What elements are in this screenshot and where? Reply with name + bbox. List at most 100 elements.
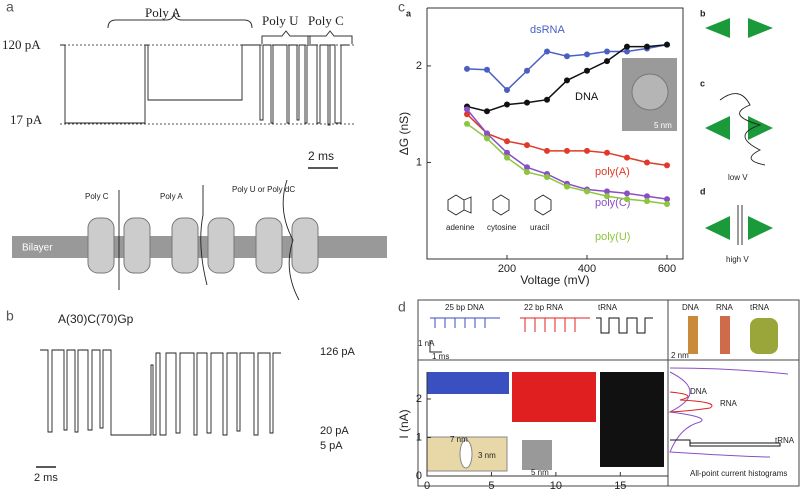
channels xyxy=(87,217,319,274)
data-point xyxy=(644,43,650,50)
data-point xyxy=(484,130,490,137)
base-name: adenine xyxy=(446,223,475,232)
data-point xyxy=(584,188,590,195)
legend-label: dsRNA xyxy=(530,24,566,36)
x-axis-label: Voltage (mV) xyxy=(520,273,589,287)
data-point xyxy=(624,48,630,55)
data-point xyxy=(524,99,530,106)
data-point xyxy=(524,142,530,149)
data-point xyxy=(604,188,610,195)
data-point xyxy=(564,53,570,60)
level-label: 17 pA xyxy=(10,112,43,127)
data-point xyxy=(624,190,630,197)
y-tick-label: 0 xyxy=(416,470,422,482)
data-point xyxy=(604,58,610,65)
data-point xyxy=(464,106,470,113)
x-tick-label: 0 xyxy=(424,480,430,490)
trace-label: tRNA xyxy=(598,303,618,312)
pore-cone xyxy=(705,18,773,38)
level-label: 120 pA xyxy=(2,37,41,52)
data-point xyxy=(624,196,630,203)
coil xyxy=(719,93,766,166)
trace-label: 22 bp RNA xyxy=(524,303,564,312)
scale-bar xyxy=(429,340,442,353)
data-point xyxy=(524,169,530,176)
structure-label: RNA xyxy=(716,303,734,312)
tem-scale: 5 nm xyxy=(654,121,672,130)
pore-dim: 3 nm xyxy=(478,451,496,460)
y-tick-label: 2 xyxy=(416,60,422,72)
event-trace xyxy=(596,317,653,334)
data-point xyxy=(504,149,510,156)
legend-label: DNA xyxy=(575,91,599,103)
brace xyxy=(107,11,253,29)
structure xyxy=(750,318,778,354)
current-trace xyxy=(60,44,349,126)
data-point xyxy=(544,48,550,55)
data-point xyxy=(664,196,670,203)
legend-label: poly(U) xyxy=(595,231,630,243)
data-point xyxy=(584,147,590,154)
group-label: Poly A xyxy=(145,5,181,20)
hist-caption: All-point current histograms xyxy=(690,469,787,478)
series-line xyxy=(466,123,668,205)
subpanel-label: a xyxy=(406,8,412,18)
strands xyxy=(118,179,300,301)
subpanel-label: c xyxy=(700,78,705,88)
pore-cone xyxy=(705,116,773,140)
y-tick-label: 1 xyxy=(416,431,422,443)
x-tick-label: 15 xyxy=(614,480,626,490)
structure-label: DNA xyxy=(682,303,700,312)
data-point xyxy=(644,193,650,200)
group-label: Poly U xyxy=(262,13,299,28)
data-point xyxy=(564,147,570,154)
tem-image xyxy=(522,440,552,470)
structure xyxy=(688,316,698,354)
panel-label: a xyxy=(6,0,14,15)
data-point xyxy=(604,193,610,200)
level-label: 126 pA xyxy=(320,346,356,358)
histogram xyxy=(668,367,789,458)
scale-label: 2 ms xyxy=(308,149,334,163)
data-point xyxy=(644,159,650,166)
level-label: 5 pA xyxy=(320,440,343,452)
data-point xyxy=(584,51,590,58)
scale-label: 1 ms xyxy=(432,352,449,361)
data-point xyxy=(624,43,630,50)
data-point xyxy=(484,108,490,115)
brace xyxy=(261,30,311,44)
channel-label: Poly C xyxy=(85,192,109,201)
subpanel-label: b xyxy=(700,8,706,18)
brace xyxy=(307,30,353,44)
event-trace xyxy=(430,317,500,328)
data-point xyxy=(464,120,470,127)
panel-label: d xyxy=(398,299,406,315)
channel-label: Poly U or Poly dC xyxy=(232,185,295,194)
channel-label: Poly A xyxy=(160,192,183,201)
subpanel-label: d xyxy=(700,186,706,196)
histogram xyxy=(669,391,713,413)
data-point xyxy=(544,173,550,180)
hist-label: RNA xyxy=(720,399,738,408)
scale-label: 2 ms xyxy=(34,472,58,484)
data-point xyxy=(504,101,510,108)
sequence-label: A(30)C(70)Gp xyxy=(58,312,134,326)
hist-label: DNA xyxy=(690,387,708,396)
bilayer xyxy=(12,236,387,258)
data-point xyxy=(564,183,570,190)
data-point xyxy=(604,48,610,55)
x-tick-label: 5 xyxy=(488,480,494,490)
axes xyxy=(426,7,684,260)
current-trace xyxy=(40,349,281,436)
side-panels: b c low V d high V xyxy=(700,8,773,264)
caption: high V xyxy=(726,255,749,264)
data-point xyxy=(584,67,590,74)
hist-label: tRNA xyxy=(775,436,795,445)
coil xyxy=(737,205,743,245)
trace-block xyxy=(600,372,664,467)
pore xyxy=(631,73,669,111)
level-label: 20 pA xyxy=(320,425,349,437)
trace-block xyxy=(512,372,596,422)
data-point xyxy=(544,147,550,154)
data-point xyxy=(664,41,670,48)
